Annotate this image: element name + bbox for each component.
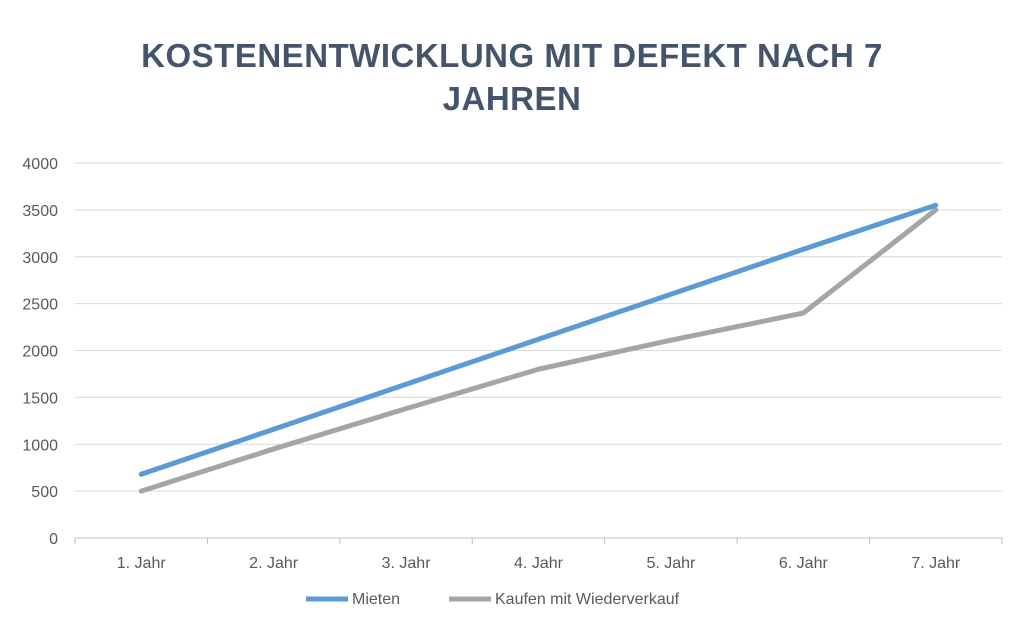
series-line-mieten: [138, 202, 939, 477]
x-tick-label: 1. Jahr: [117, 555, 167, 572]
x-tick-label: 6. Jahr: [779, 555, 829, 572]
x-tick-label: 5. Jahr: [646, 555, 696, 572]
y-tick-label: 2000: [22, 344, 58, 361]
x-tick-label: 2. Jahr: [249, 555, 299, 572]
y-tick-label: 4000: [22, 156, 58, 173]
legend-label: Kaufen mit Wiederverkauf: [495, 591, 680, 608]
x-tick-label: 3. Jahr: [382, 555, 432, 572]
y-tick-label: 500: [31, 484, 58, 501]
y-tick-label: 0: [49, 531, 58, 548]
y-tick-label: 3500: [22, 203, 58, 220]
chart-title-line-1: KOSTENENTWICKLUNG MIT DEFEKT NACH 7: [141, 37, 883, 74]
x-tick-label: 7. Jahr: [911, 555, 961, 572]
y-tick-label: 1000: [22, 437, 58, 454]
y-tick-label: 2500: [22, 297, 58, 314]
legend-label: Mieten: [352, 591, 400, 608]
y-tick-label: 3000: [22, 250, 58, 267]
series-line-kaufen: [138, 207, 939, 494]
x-tick-label: 4. Jahr: [514, 555, 564, 572]
y-tick-label: 1500: [22, 390, 58, 407]
chart-title-line-2: JAHREN: [442, 80, 582, 117]
chart-title: KOSTENENTWICKLUNG MIT DEFEKT NACH 7 JAHR…: [0, 34, 1024, 120]
